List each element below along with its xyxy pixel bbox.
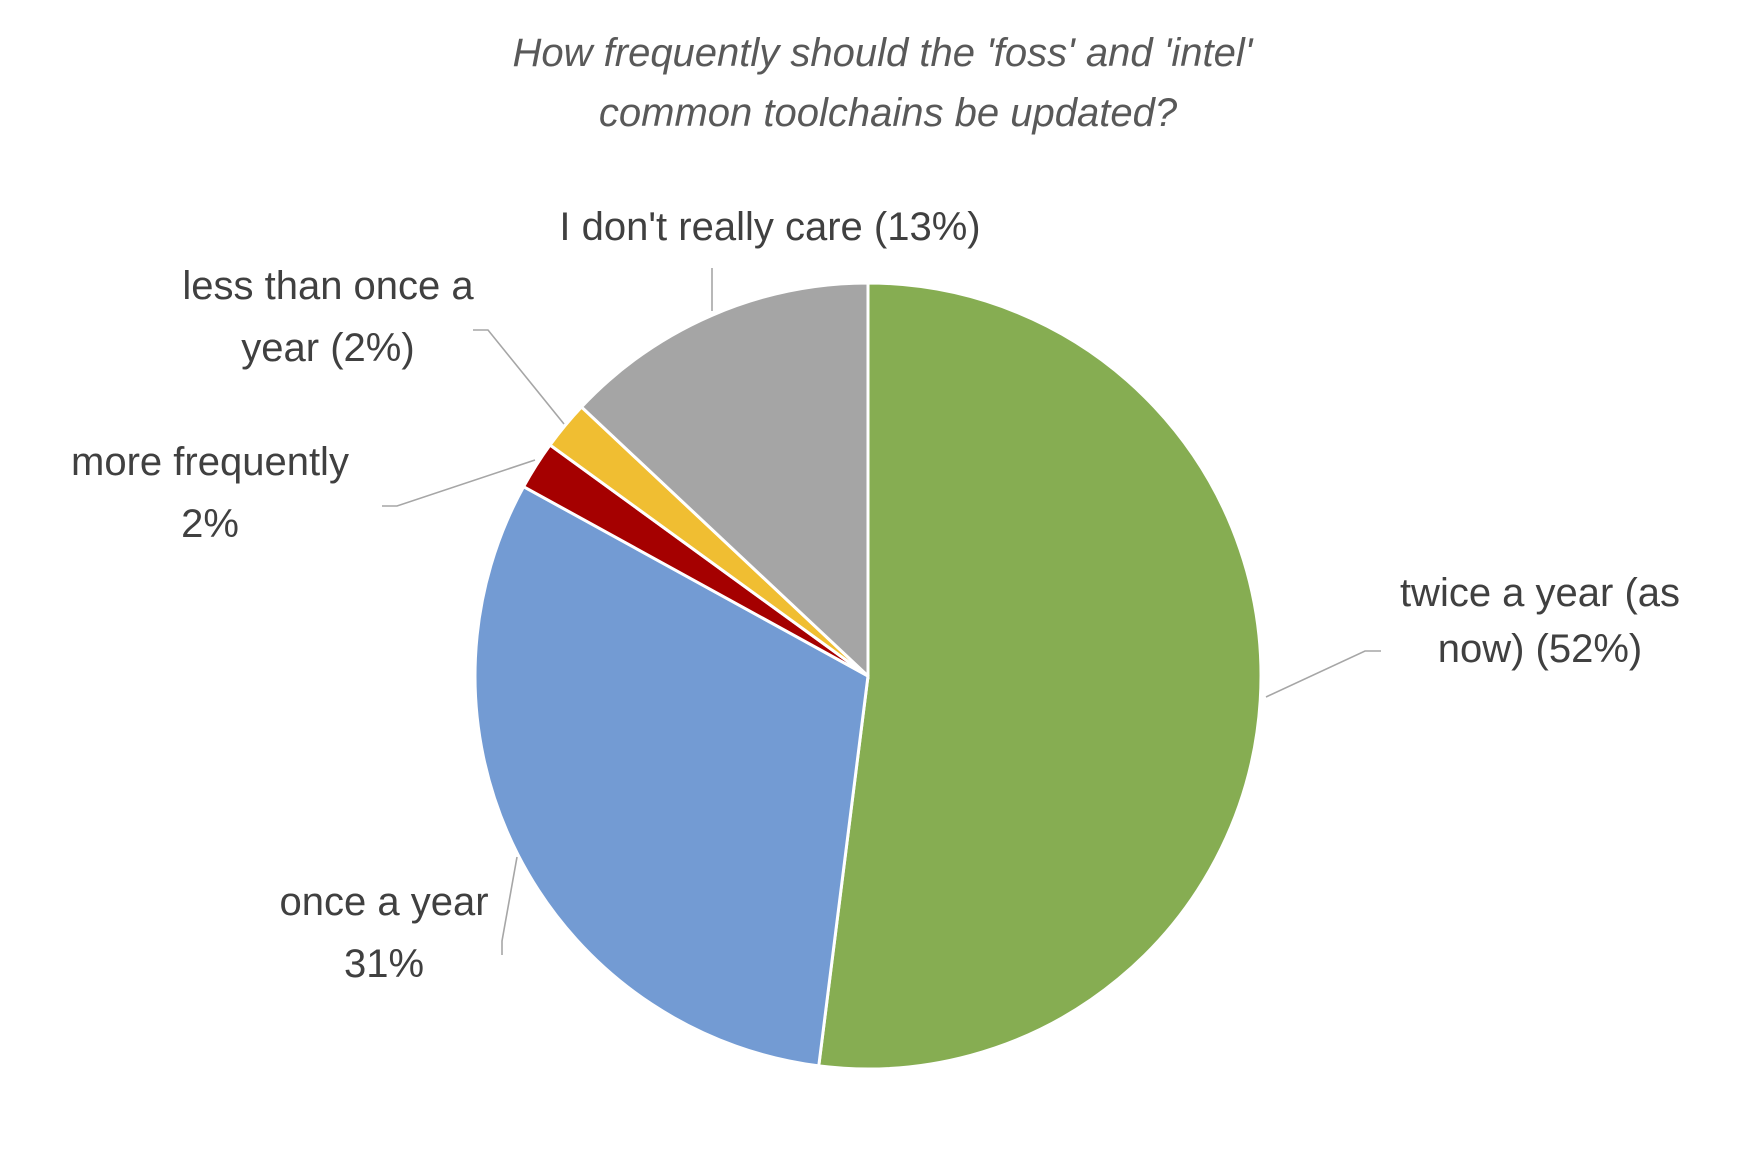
slice-label-1: once a year 31% [279, 880, 488, 986]
slice-label-2: more frequently 2% [71, 440, 349, 546]
slice-label-1-line-1: 31% [344, 942, 424, 986]
chart-title-line-1: How frequently should the 'foss' and 'in… [513, 31, 1254, 75]
slice-label-0-line-1: now) (52%) [1438, 627, 1643, 671]
pie-slices [473, 281, 1263, 1071]
slice-label-4-line-0: I don't really care (13%) [559, 205, 980, 249]
slice-labels: twice a year (as now) (52%) once a year 31%… [71, 205, 1680, 986]
pie-slice-4 [579, 281, 870, 680]
leader-line-2 [382, 459, 536, 507]
slice-label-3: less than once a year (2%) [182, 264, 474, 370]
slice-label-0-line-0: twice a year (as [1400, 571, 1680, 615]
slice-label-1-line-0: once a year [279, 880, 488, 924]
slice-label-2-line-0: more frequently [71, 440, 349, 484]
leader-line-3 [473, 329, 565, 425]
slice-label-3-line-0: less than once a [182, 264, 474, 308]
chart-title: How frequently should the 'foss' and 'in… [513, 31, 1264, 135]
pie-slice-0 [817, 281, 1263, 1071]
chart-title-line-2: common toolchains be updated? [599, 91, 1178, 135]
leader-line-0 [1265, 650, 1381, 698]
slice-label-4: I don't really care (13%) [559, 205, 980, 249]
slice-label-2-line-1: 2% [181, 502, 239, 546]
pie-slice-1 [473, 484, 870, 1068]
slice-label-3-line-1: year (2%) [241, 326, 414, 370]
leader-line-1 [501, 856, 518, 955]
slice-label-0: twice a year (as now) (52%) [1400, 571, 1680, 671]
leader-lines [382, 268, 1381, 955]
